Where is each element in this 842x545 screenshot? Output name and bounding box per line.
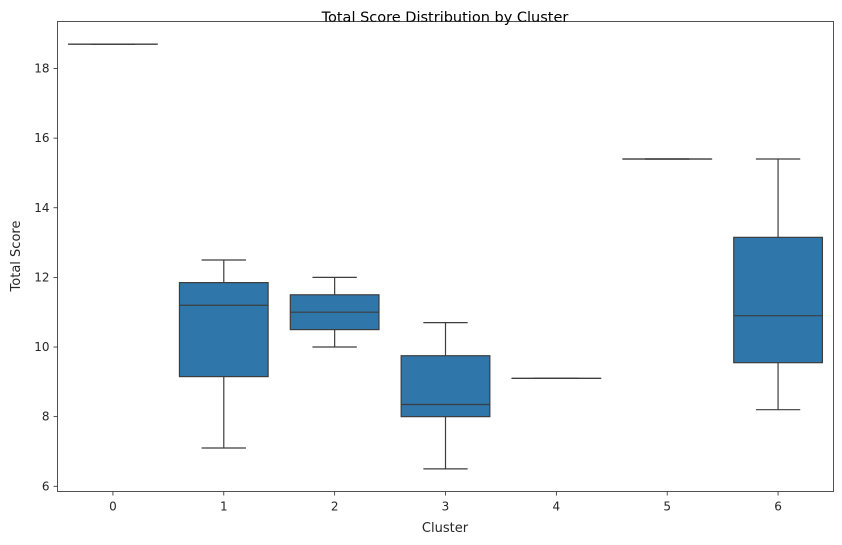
- box-cluster-6: [733, 158, 824, 411]
- y-axis: 6 8 10 12 14 16 18: [34, 62, 58, 493]
- x-tick-label: 6: [774, 500, 782, 514]
- x-axis-label: Cluster: [422, 521, 469, 536]
- y-tick-label: 12: [34, 270, 49, 284]
- y-axis-label: Total Score: [9, 221, 24, 293]
- chart-title: Total Score Distribution by Cluster: [321, 10, 569, 26]
- box-cluster-3: [400, 322, 491, 470]
- y-tick-label: 14: [34, 201, 49, 215]
- x-tick-label: 3: [442, 500, 450, 514]
- x-axis: 0 1 2 3 4 5 6: [109, 491, 782, 514]
- box-iqr: [400, 355, 491, 418]
- plot-area: [67, 43, 824, 470]
- box-iqr: [178, 282, 269, 378]
- x-tick-label: 1: [220, 500, 228, 514]
- y-tick-label: 10: [34, 340, 49, 354]
- x-tick-label: 5: [663, 500, 671, 514]
- y-tick-label: 6: [42, 479, 50, 493]
- box-iqr: [733, 236, 824, 364]
- y-tick-label: 16: [34, 131, 49, 145]
- y-tick-label: 18: [34, 62, 49, 76]
- x-tick-label: 0: [109, 500, 117, 514]
- x-tick-label: 2: [331, 500, 339, 514]
- x-tick-label: 4: [553, 500, 561, 514]
- y-tick-label: 8: [42, 410, 50, 424]
- box-cluster-1: [178, 259, 269, 449]
- box-cluster-2: [289, 276, 380, 348]
